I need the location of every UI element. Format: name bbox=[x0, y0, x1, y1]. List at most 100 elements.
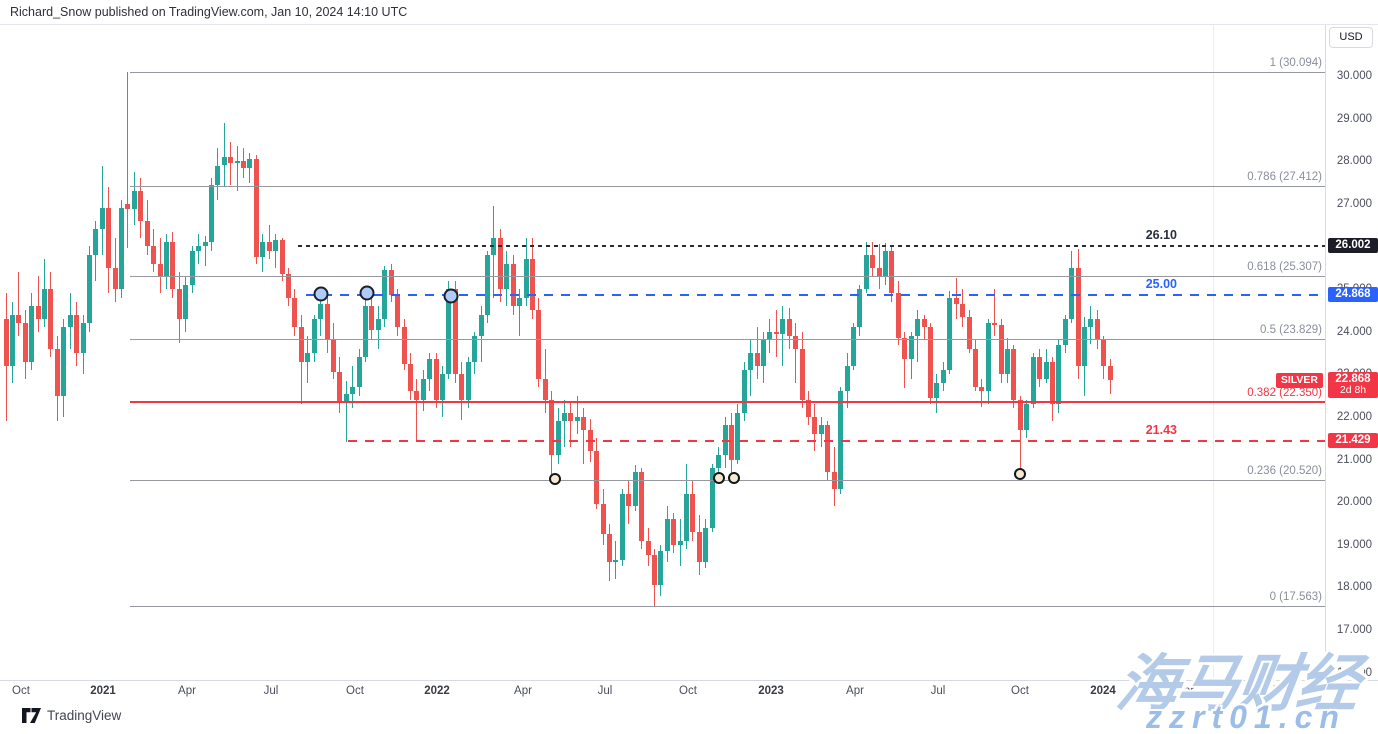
candle-body bbox=[9, 314, 15, 366]
support-touch-marker[interactable] bbox=[1014, 468, 1026, 480]
candle-body bbox=[748, 353, 754, 371]
candle-body bbox=[144, 220, 150, 247]
candle-body bbox=[388, 269, 394, 296]
candle-body bbox=[363, 306, 369, 358]
candle-body bbox=[67, 314, 73, 328]
candle-body bbox=[1082, 327, 1088, 366]
time-axis[interactable]: Oct 2021 Apr Jul Oct 2022 Apr Jul Oct 2023 Apr Jul O… bbox=[0, 680, 1378, 701]
price-tick: 29.000 bbox=[1336, 112, 1372, 125]
tradingview-logo-text[interactable]: TradingView bbox=[47, 708, 122, 723]
candle-body bbox=[992, 323, 998, 326]
candle-body bbox=[844, 365, 850, 392]
candle-body bbox=[985, 323, 991, 392]
candle-body bbox=[292, 297, 298, 328]
chart-pane[interactable]: 1 (30.094) 0.786 (27.412) 0.618 (25.307) 0.… bbox=[0, 25, 1325, 680]
candle-body bbox=[196, 246, 202, 251]
candle-body bbox=[260, 242, 266, 258]
candle-body bbox=[883, 250, 889, 277]
candle-wick bbox=[576, 395, 578, 434]
candle-body bbox=[1024, 404, 1030, 430]
candle-body bbox=[330, 340, 336, 373]
candle-body bbox=[908, 335, 914, 360]
price-tick: 17.000 bbox=[1336, 624, 1372, 637]
candle-body bbox=[927, 327, 933, 398]
candle-wick bbox=[564, 399, 566, 447]
candle-body bbox=[35, 306, 41, 319]
candle-body bbox=[176, 289, 182, 319]
bar-countdown: 2d 8h bbox=[1339, 383, 1367, 396]
candle-body bbox=[86, 255, 92, 324]
candle-body bbox=[600, 504, 606, 535]
candle-body bbox=[1075, 267, 1081, 366]
candle-body bbox=[1056, 344, 1062, 405]
candle-wick bbox=[923, 314, 925, 341]
support-touch-marker[interactable] bbox=[549, 473, 561, 485]
price-axis[interactable]: 30.00029.00028.00027.00026.00025.00024.0… bbox=[1325, 25, 1378, 680]
support-touch-marker[interactable] bbox=[728, 472, 740, 484]
currency-button[interactable]: USD bbox=[1329, 27, 1373, 48]
candle-wick bbox=[345, 380, 347, 442]
time-tick: Jul bbox=[1260, 685, 1276, 697]
candle-body bbox=[972, 348, 978, 388]
candle-body bbox=[54, 348, 60, 396]
candle-body bbox=[581, 416, 587, 430]
support-touch-marker[interactable] bbox=[713, 472, 725, 484]
candle-body bbox=[523, 259, 529, 298]
candle-body bbox=[684, 493, 690, 541]
time-tick: Oct bbox=[346, 685, 364, 697]
candle-body bbox=[407, 363, 413, 392]
candle-body bbox=[728, 425, 734, 460]
resistance-touch-marker[interactable] bbox=[359, 285, 375, 301]
annotation-line-2143[interactable] bbox=[348, 440, 1325, 443]
footer-branding: TradingView bbox=[22, 708, 121, 723]
fib-level-line[interactable] bbox=[130, 338, 1325, 340]
candle-body bbox=[375, 318, 381, 330]
resistance-touch-marker[interactable] bbox=[313, 286, 329, 302]
candle-wick bbox=[352, 365, 354, 409]
candle-body bbox=[478, 314, 484, 336]
candle-body bbox=[221, 156, 227, 166]
candle-body bbox=[459, 374, 465, 400]
fib-level-line[interactable] bbox=[130, 605, 1325, 607]
candle-body bbox=[48, 289, 54, 349]
tradingview-logo-icon[interactable] bbox=[22, 708, 41, 723]
candle-body bbox=[960, 304, 966, 317]
price-badge: 24.868 bbox=[1328, 286, 1378, 302]
candle-body bbox=[510, 263, 516, 307]
candle-body bbox=[369, 306, 375, 330]
candle-body bbox=[170, 242, 176, 290]
candle-body bbox=[812, 416, 818, 434]
price-tick: 22.000 bbox=[1336, 410, 1372, 423]
fib-level-line[interactable] bbox=[130, 71, 1325, 73]
candle-body bbox=[208, 184, 214, 243]
candle-body bbox=[940, 370, 946, 383]
candle-body bbox=[337, 372, 343, 403]
resistance-touch-marker[interactable] bbox=[443, 288, 459, 304]
candle-body bbox=[350, 387, 356, 394]
price-tick: 19.000 bbox=[1336, 538, 1372, 551]
candle-body bbox=[754, 353, 760, 366]
candle-body bbox=[452, 289, 458, 375]
candle-body bbox=[440, 374, 446, 400]
candle-body bbox=[876, 267, 882, 277]
candle-wick bbox=[775, 310, 777, 358]
candle-body bbox=[1030, 357, 1036, 405]
candle-body bbox=[639, 472, 645, 541]
fib-level-line[interactable] bbox=[130, 275, 1325, 277]
candle-body bbox=[183, 284, 189, 319]
candle-body bbox=[285, 274, 291, 298]
fib-level-line[interactable] bbox=[130, 185, 1325, 187]
candle-body bbox=[645, 540, 651, 556]
time-tick: Apr bbox=[1176, 685, 1194, 697]
candle-body bbox=[606, 534, 612, 562]
candle-body bbox=[895, 293, 901, 339]
fib-level-line[interactable] bbox=[130, 401, 1325, 404]
candle-body bbox=[517, 297, 523, 307]
annotation-line-2610[interactable] bbox=[298, 245, 1325, 248]
candle-body bbox=[651, 555, 657, 586]
candle-body bbox=[472, 335, 478, 362]
fib-level-line[interactable] bbox=[130, 479, 1325, 481]
time-tick: Jul bbox=[263, 685, 279, 697]
annotation-line-2500[interactable] bbox=[306, 293, 1325, 296]
candle-wick bbox=[1019, 395, 1021, 475]
